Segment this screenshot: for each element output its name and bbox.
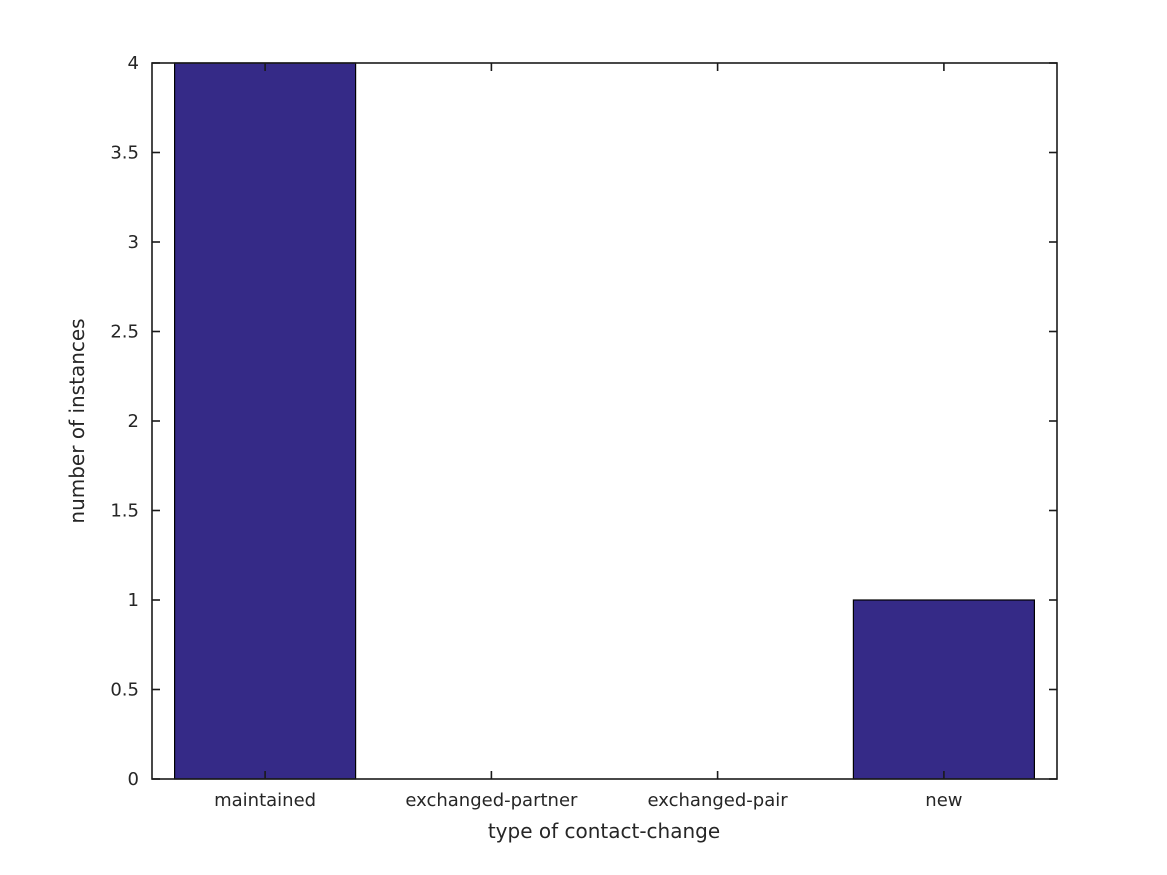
- x-tick-label-exchanged-pair: exchanged-pair: [648, 790, 789, 811]
- bar-maintained: [174, 62, 357, 780]
- y-tick-label: 1.5: [110, 501, 139, 522]
- x-axis-label: type of contact-change: [488, 819, 720, 843]
- axes-layer: [151, 62, 1058, 780]
- bars-layer: [174, 62, 1036, 780]
- y-tick-label: 3: [128, 232, 139, 253]
- y-tick-label: 1: [128, 590, 139, 611]
- tick-labels-layer: 0 0.5 1 1.5 2 2.5 3 3.5 4 maintained exchanged-par…: [110, 53, 962, 811]
- y-tick-label: 0.5: [110, 680, 139, 701]
- x-tick-label-maintained: maintained: [214, 790, 316, 811]
- y-tick-label: 4: [128, 53, 139, 74]
- x-tick-label-exchanged-partner: exchanged-partner: [405, 790, 578, 811]
- y-tick-label: 2: [128, 411, 139, 432]
- y-axis-label: number of instances: [65, 318, 89, 523]
- bar-new: [852, 599, 1036, 780]
- y-tick-label: 3.5: [110, 143, 139, 164]
- y-tick-label: 2.5: [110, 322, 139, 343]
- y-tick-label: 0: [128, 769, 139, 790]
- x-tick-label-new: new: [925, 790, 962, 811]
